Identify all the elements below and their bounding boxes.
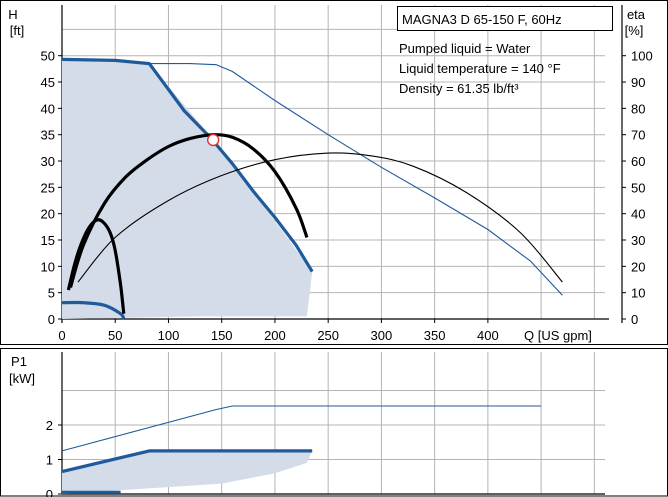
curve-head_max_extended bbox=[149, 63, 563, 296]
operating-area bbox=[62, 59, 313, 320]
y-tick-label: 45 bbox=[41, 75, 55, 90]
info-box-title: MAGNA3 D 65-150 F, 60Hz bbox=[402, 12, 562, 27]
y2-tick-label: 0 bbox=[631, 312, 638, 327]
y2-tick-label: 40 bbox=[631, 207, 645, 222]
x-tick-label: 400 bbox=[477, 328, 499, 343]
y2-tick-label: 10 bbox=[631, 286, 645, 301]
power-y-tick-label: 2 bbox=[46, 418, 53, 433]
info-box-line-3: Density = 61.35 lb/ft³ bbox=[399, 81, 519, 96]
head-curves bbox=[61, 57, 563, 320]
y2-tick-label: 80 bbox=[631, 101, 645, 116]
curve-p1_max bbox=[61, 449, 313, 474]
y-tick-label: 25 bbox=[41, 180, 55, 195]
x-tick-label: 0 bbox=[58, 328, 65, 343]
y2-tick-label: 50 bbox=[631, 180, 645, 195]
y-tick-label: 10 bbox=[41, 259, 55, 274]
y-axis-unit: [ft] bbox=[10, 23, 24, 38]
operating-point-marker bbox=[206, 133, 220, 147]
info-box-line-2: Liquid temperature = 140 °F bbox=[399, 61, 561, 76]
y-tick-label: 20 bbox=[41, 207, 55, 222]
power-y-tick-label: 0 bbox=[46, 487, 53, 497]
y-tick-label: 15 bbox=[41, 233, 55, 248]
power-y-axis-title: P1 bbox=[11, 354, 27, 369]
curve-head_min bbox=[61, 300, 126, 320]
curve-eta_thin bbox=[77, 152, 563, 283]
x-tick-label: 350 bbox=[424, 328, 446, 343]
info-box: MAGNA3 D 65-150 F, 60Hz Pumped liquid = … bbox=[397, 6, 613, 96]
head-operating-region bbox=[62, 59, 313, 320]
curve-head_max bbox=[61, 57, 314, 273]
y2-tick-label: 70 bbox=[631, 128, 645, 143]
info-box-line-1: Pumped liquid = Water bbox=[399, 41, 531, 56]
x-axis-title: Q [US gpm] bbox=[524, 328, 592, 343]
x-tick-label: 50 bbox=[108, 328, 122, 343]
info-title-box bbox=[397, 6, 613, 31]
power-curves bbox=[61, 405, 542, 494]
y-tick-label: 40 bbox=[41, 101, 55, 116]
power-operating-area bbox=[62, 450, 313, 494]
x-tick-label: 200 bbox=[264, 328, 286, 343]
y2-axis-unit: [%] bbox=[625, 23, 644, 38]
y-tick-label: 35 bbox=[41, 128, 55, 143]
y2-tick-label: 60 bbox=[631, 154, 645, 169]
y-tick-label: 50 bbox=[41, 49, 55, 64]
power-operating-region bbox=[62, 450, 313, 494]
power-tick-labels: 0 1 2 bbox=[46, 418, 62, 497]
y-axis-title: H bbox=[8, 7, 17, 22]
head-tick-labels: 0 50 100 150 200 250 300 350 4000510152025303540… bbox=[41, 49, 653, 343]
y2-tick-label: 30 bbox=[631, 233, 645, 248]
curve-p1_max_extended bbox=[61, 405, 542, 452]
x-tick-label: 150 bbox=[211, 328, 233, 343]
x-tick-label: 100 bbox=[158, 328, 180, 343]
x-tick-label: 250 bbox=[317, 328, 339, 343]
curve-eta_min bbox=[66, 218, 126, 314]
y-tick-label: 30 bbox=[41, 154, 55, 169]
curve-eta_thick bbox=[68, 133, 309, 288]
power-y-axis-unit: [kW] bbox=[9, 371, 35, 386]
y2-tick-label: 100 bbox=[631, 49, 653, 64]
y2-tick-label: 90 bbox=[631, 75, 645, 90]
head-panel: H [ft] eta [%] Q [US gpm] 0 50 100 150 200 25… bbox=[8, 5, 653, 343]
power-y-tick-label: 1 bbox=[46, 453, 53, 468]
power-panel: P1 [kW] 0 1 2 bbox=[9, 352, 605, 497]
y2-axis-title: eta bbox=[627, 7, 646, 22]
x-tick-label: 300 bbox=[371, 328, 393, 343]
y-tick-label: 5 bbox=[48, 286, 55, 301]
y2-tick-label: 20 bbox=[631, 259, 645, 274]
y-tick-label: 0 bbox=[48, 312, 55, 327]
